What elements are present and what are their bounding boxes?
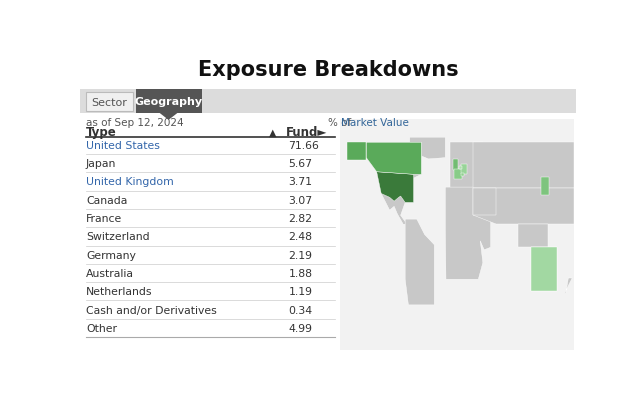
Polygon shape [454, 170, 462, 180]
Polygon shape [410, 138, 445, 160]
Text: 1.88: 1.88 [288, 268, 312, 278]
Polygon shape [453, 160, 458, 171]
Text: as of Sep 12, 2024: as of Sep 12, 2024 [86, 117, 184, 128]
Text: 0.34: 0.34 [288, 305, 312, 315]
Text: % of: % of [328, 117, 355, 128]
Polygon shape [564, 278, 572, 294]
Polygon shape [347, 143, 366, 161]
Text: United Kingdom: United Kingdom [86, 177, 173, 187]
FancyBboxPatch shape [136, 90, 202, 114]
Polygon shape [451, 143, 483, 189]
Text: Switzerland: Switzerland [86, 232, 150, 242]
Text: 4.99: 4.99 [288, 323, 312, 333]
Text: Exposure Breakdowns: Exposure Breakdowns [198, 60, 458, 80]
Text: Germany: Germany [86, 250, 136, 260]
Text: Netherlands: Netherlands [86, 287, 152, 297]
Text: Other: Other [86, 323, 117, 333]
Text: Geography: Geography [134, 97, 203, 106]
Text: 2.82: 2.82 [288, 213, 312, 223]
Text: Canada: Canada [86, 195, 127, 205]
Polygon shape [159, 114, 177, 121]
Text: Sector: Sector [92, 97, 127, 107]
Polygon shape [473, 189, 496, 216]
Text: 2.48: 2.48 [288, 232, 312, 242]
Polygon shape [473, 189, 573, 225]
Text: 3.07: 3.07 [288, 195, 312, 205]
Polygon shape [405, 220, 435, 305]
Text: Fund►: Fund► [286, 126, 327, 139]
Polygon shape [541, 178, 549, 195]
FancyBboxPatch shape [80, 90, 576, 114]
Polygon shape [461, 165, 467, 175]
Polygon shape [531, 248, 557, 291]
Text: Cash and/or Derivatives: Cash and/or Derivatives [86, 305, 217, 315]
Text: Market Value: Market Value [341, 117, 409, 128]
FancyBboxPatch shape [340, 120, 573, 350]
Polygon shape [445, 188, 491, 280]
FancyBboxPatch shape [86, 92, 133, 112]
Text: Australia: Australia [86, 268, 134, 278]
Polygon shape [461, 174, 464, 176]
Text: 1.19: 1.19 [288, 287, 312, 297]
Polygon shape [348, 143, 421, 225]
Polygon shape [366, 143, 421, 175]
Text: Japan: Japan [86, 159, 116, 169]
Text: 2.19: 2.19 [288, 250, 312, 260]
Text: ▲: ▲ [269, 128, 276, 137]
Polygon shape [377, 172, 413, 203]
Polygon shape [459, 166, 461, 170]
Text: 71.66: 71.66 [288, 140, 319, 151]
Text: 5.67: 5.67 [288, 159, 312, 169]
Text: Type: Type [86, 126, 116, 139]
Text: France: France [86, 213, 122, 223]
Text: United States: United States [86, 140, 160, 151]
Text: 3.71: 3.71 [288, 177, 312, 187]
Polygon shape [518, 225, 548, 248]
Polygon shape [531, 248, 557, 291]
Polygon shape [473, 143, 573, 189]
